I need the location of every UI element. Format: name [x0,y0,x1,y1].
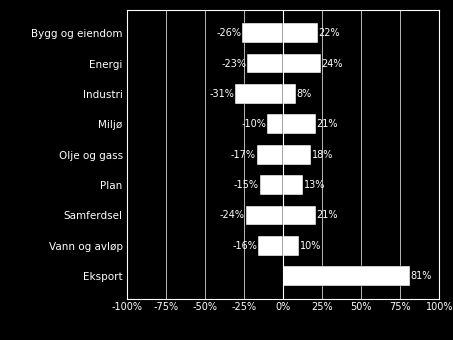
Bar [283,206,316,225]
Bar [283,115,316,134]
Bar [283,266,410,286]
Text: -10%: -10% [242,119,267,129]
Bar [235,84,283,104]
Bar [283,23,318,43]
Bar [283,236,299,256]
Text: 21%: 21% [317,210,338,220]
Text: -15%: -15% [234,180,259,190]
Text: 21%: 21% [317,119,338,129]
Text: -16%: -16% [232,241,257,251]
Text: 24%: 24% [322,58,343,69]
Text: -23%: -23% [222,58,246,69]
Bar [246,206,283,225]
Bar [283,84,296,104]
Text: 13%: 13% [304,180,326,190]
Bar [283,145,311,165]
Bar [242,23,283,43]
Text: -24%: -24% [220,210,245,220]
Bar [247,54,283,73]
Text: 18%: 18% [312,150,333,160]
Text: 81%: 81% [410,271,432,281]
Bar [283,54,321,73]
Bar [260,175,283,195]
Bar [258,236,283,256]
Text: 10%: 10% [299,241,321,251]
Text: -26%: -26% [217,28,242,38]
Bar [283,175,304,195]
Text: -31%: -31% [209,89,234,99]
Bar [256,145,283,165]
Text: 8%: 8% [296,89,312,99]
Bar [267,115,283,134]
Text: 22%: 22% [318,28,340,38]
Text: -17%: -17% [231,150,256,160]
